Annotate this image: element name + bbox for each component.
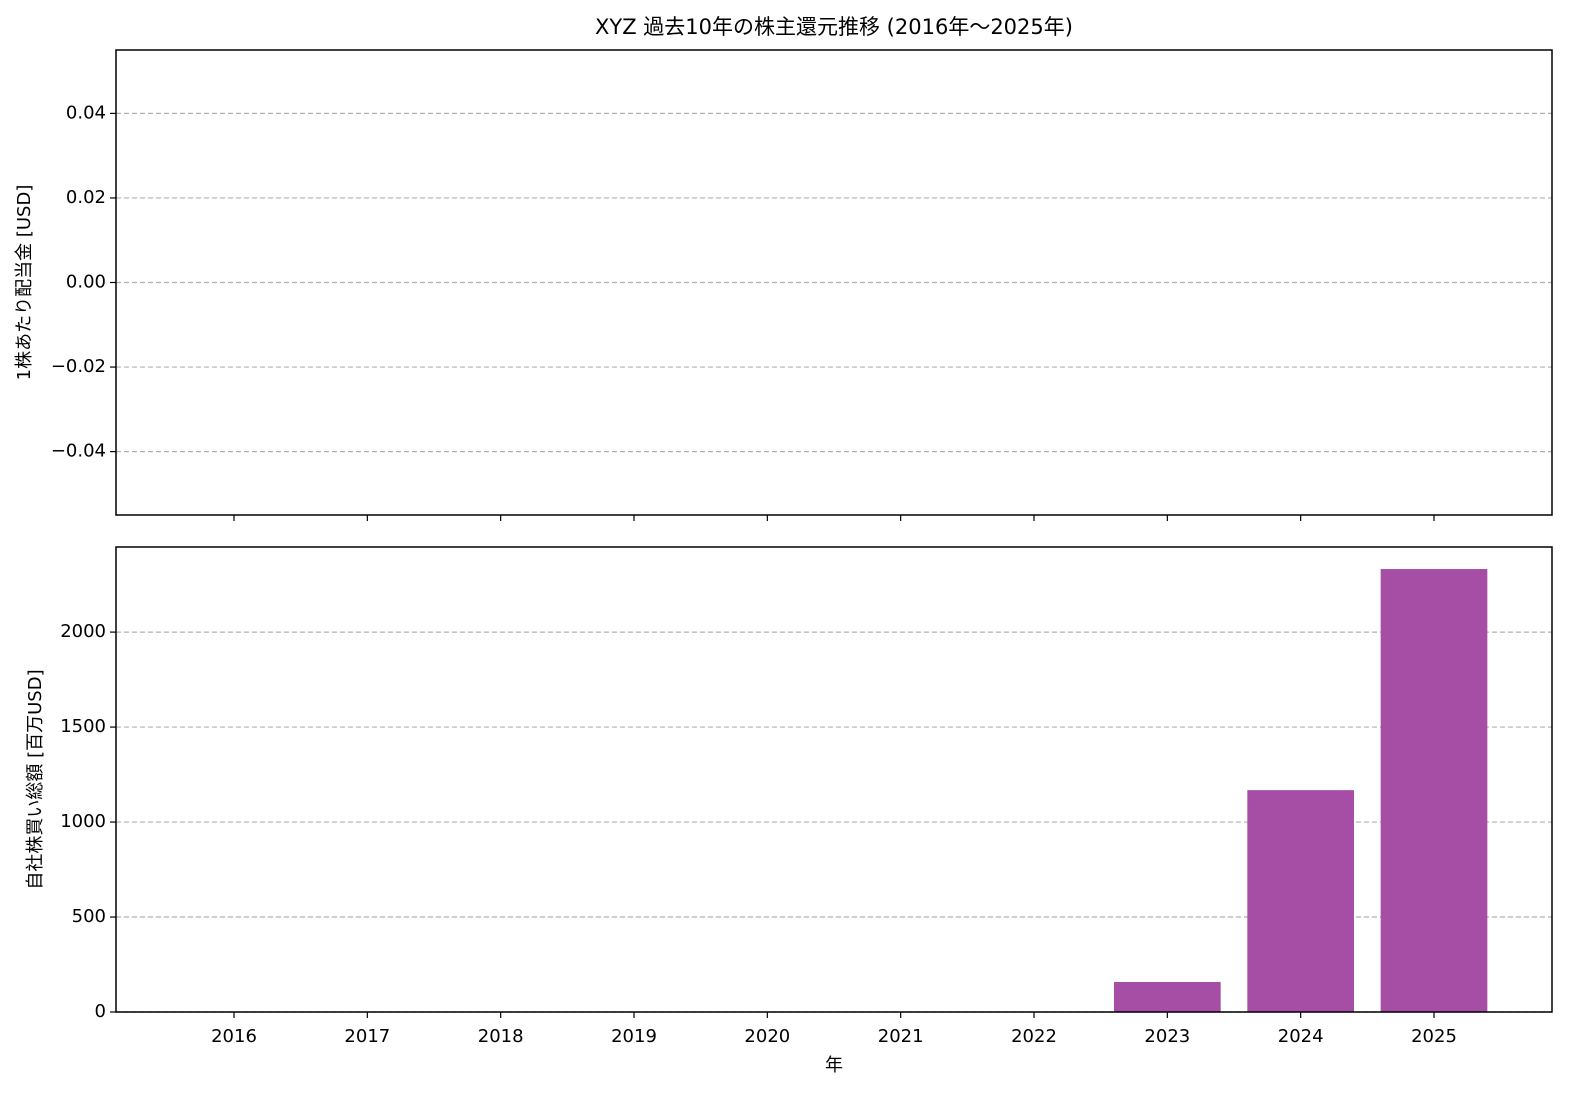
chart-title: XYZ 過去10年の株主還元推移 (2016年～2025年)	[595, 15, 1073, 39]
y-axis-label: 自社株買い総額 [百万USD]	[25, 669, 46, 889]
y-tick-label: 0.04	[66, 102, 106, 123]
y-tick-label: 0.00	[66, 272, 106, 293]
y-tick-label: −0.02	[51, 356, 106, 377]
x-tick-label: 2024	[1278, 1026, 1324, 1047]
y-axis-label: 1株あたり配当金 [USD]	[14, 185, 35, 381]
y-tick-label: 1000	[60, 811, 106, 832]
y-tick-label: −0.04	[51, 441, 106, 462]
x-tick-label: 2023	[1144, 1026, 1190, 1047]
x-tick-label: 2020	[744, 1026, 790, 1047]
x-axis-label: 年	[825, 1055, 843, 1076]
y-tick-label: 0.02	[66, 187, 106, 208]
plot-frame	[115, 49, 1553, 516]
y-tick-label: 1500	[60, 716, 106, 737]
bar	[1114, 981, 1221, 1012]
plot-frame	[115, 546, 1553, 1013]
bar	[1380, 569, 1488, 1012]
x-tick-label: 2016	[211, 1026, 257, 1047]
y-tick-label: 2000	[60, 621, 106, 642]
x-tick-label: 2018	[478, 1026, 524, 1047]
x-tick-label: 2022	[1011, 1026, 1057, 1047]
y-tick-label: 0	[95, 1001, 106, 1022]
x-tick-label: 2025	[1411, 1026, 1457, 1047]
x-tick-label: 2021	[878, 1026, 924, 1047]
bar	[1247, 790, 1354, 1012]
y-tick-label: 500	[72, 906, 106, 927]
x-tick-label: 2019	[611, 1026, 657, 1047]
x-tick-label: 2017	[344, 1026, 390, 1047]
